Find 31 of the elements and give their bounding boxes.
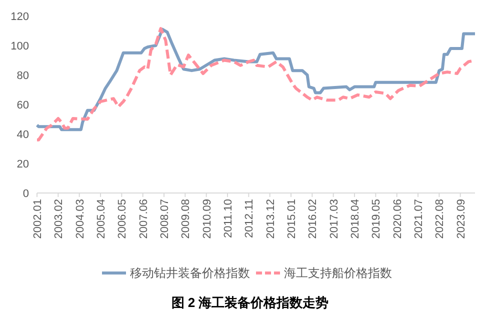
legend-label: 移动钻井装备价格指数 bbox=[130, 266, 250, 280]
x-tick-label: 2006.05 bbox=[116, 199, 129, 239]
x-tick-label: 2003.02 bbox=[53, 199, 66, 239]
x-tick-label: 2023.09 bbox=[455, 199, 468, 239]
x-tick-label: 2007.06 bbox=[138, 199, 150, 239]
y-tick-label: 60 bbox=[16, 100, 29, 112]
x-tick-label: 2018.04 bbox=[350, 199, 362, 239]
x-tick-label: 2009.08 bbox=[180, 199, 192, 239]
x-tick-label: 2011.10 bbox=[222, 199, 235, 238]
x-tick-label: 2012.11 bbox=[244, 199, 256, 238]
x-tick-label: 2008.07 bbox=[159, 199, 172, 239]
y-tick-label: 120 bbox=[10, 11, 29, 23]
y-tick-label: 80 bbox=[16, 70, 29, 82]
x-tick-label: 2004.03 bbox=[74, 199, 86, 239]
x-tick-label: 2021.07 bbox=[413, 199, 426, 239]
x-tick-label: 2022.08 bbox=[434, 199, 446, 239]
x-tick-label: 2017.03 bbox=[328, 199, 340, 239]
x-tick-label: 2020.06 bbox=[392, 199, 404, 239]
x-tick-label: 2010.09 bbox=[201, 199, 214, 239]
y-tick-label: 100 bbox=[10, 40, 29, 52]
y-tick-label: 0 bbox=[22, 188, 29, 200]
x-tick-label: 2015.01 bbox=[286, 199, 298, 239]
y-tick-label: 40 bbox=[16, 129, 29, 141]
x-tick-label: 2019.05 bbox=[370, 199, 383, 239]
text: 图 2 海工装备价格指数走势 bbox=[171, 295, 329, 310]
x-tick-label: 2016.02 bbox=[307, 199, 320, 239]
legend-label: 海工支持船价格指数 bbox=[284, 266, 392, 280]
y-tick-label: 20 bbox=[16, 158, 29, 170]
x-tick-label: 2002.01 bbox=[32, 199, 44, 239]
x-tick-label: 2005.04 bbox=[96, 199, 108, 239]
x-tick-label: 2013.12 bbox=[264, 199, 277, 239]
